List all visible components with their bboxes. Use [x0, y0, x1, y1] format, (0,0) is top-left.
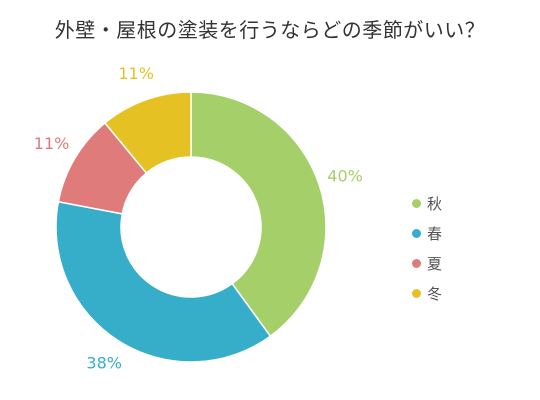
- legend-swatch-autumn: [412, 198, 421, 208]
- legend-item-autumn[interactable]: 秋: [412, 188, 442, 218]
- legend-swatch-spring: [412, 228, 421, 238]
- legend-label-winter: 冬: [427, 284, 443, 303]
- data-label-winter: 11%: [118, 64, 154, 83]
- data-label-summer: 11%: [34, 134, 70, 153]
- legend-swatch-summer: [412, 258, 421, 268]
- legend-item-summer[interactable]: 夏: [412, 248, 442, 278]
- legend-swatch-winter: [412, 288, 421, 298]
- chart-title: 外壁・屋根の塗装を行うならどの季節がいい？: [54, 18, 486, 42]
- legend-item-winter[interactable]: 冬: [412, 278, 442, 308]
- data-label-autumn: 40%: [327, 166, 363, 185]
- data-label-spring: 38%: [86, 353, 122, 372]
- slice-winter[interactable]: [103, 91, 192, 175]
- legend-label-summer: 夏: [427, 254, 443, 273]
- legend: 秋 春 夏 冬: [412, 188, 442, 308]
- slice-autumn[interactable]: [190, 91, 327, 338]
- legend-item-spring[interactable]: 春: [412, 218, 442, 248]
- legend-label-spring: 春: [427, 224, 443, 243]
- slice-spring[interactable]: [55, 200, 272, 363]
- legend-label-autumn: 秋: [427, 194, 443, 213]
